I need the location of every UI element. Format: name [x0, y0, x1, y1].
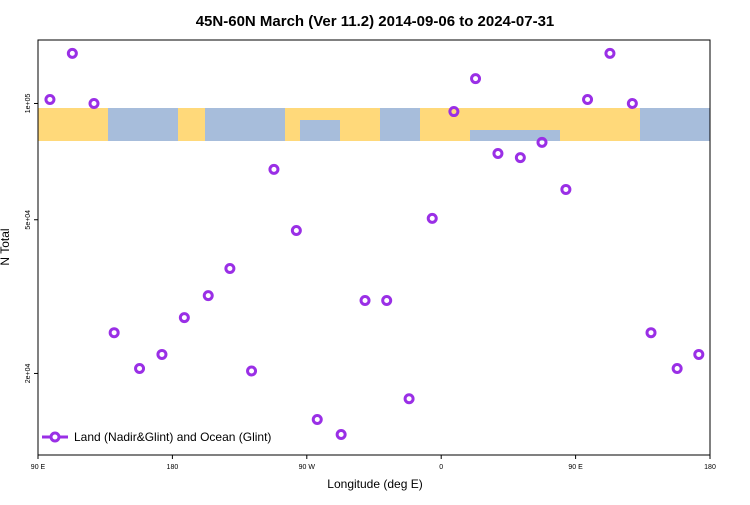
legend-marker — [49, 431, 61, 443]
point — [426, 212, 438, 224]
point — [66, 47, 78, 59]
point — [626, 97, 638, 109]
point — [202, 290, 214, 302]
point — [359, 294, 371, 306]
x-tick-label: 180 — [704, 464, 716, 471]
point — [335, 428, 347, 440]
legend: Land (Nadir&Glint) and Ocean (Glint) — [42, 430, 271, 444]
point — [178, 312, 190, 324]
legend-label: Land (Nadir&Glint) and Ocean (Glint) — [74, 430, 271, 444]
x-tick-label: 90 W — [299, 464, 316, 471]
point — [514, 152, 526, 164]
point — [246, 365, 258, 377]
x-tick-label: 90 E — [31, 464, 46, 471]
point — [645, 327, 657, 339]
x-tick-label: 0 — [439, 464, 443, 471]
plot-frame — [37, 39, 711, 456]
x-axis-label: Longitude (deg E) — [327, 477, 422, 491]
point — [311, 413, 323, 425]
point — [671, 362, 683, 374]
point — [403, 393, 415, 405]
map-strip — [38, 108, 710, 141]
chart-title: 45N-60N March (Ver 11.2) 2014-09-06 to 2… — [196, 13, 555, 30]
point — [536, 136, 548, 148]
point — [492, 148, 504, 160]
point — [693, 348, 705, 360]
y-tick-label: 5e+04 — [25, 210, 32, 230]
point — [134, 362, 146, 374]
point — [156, 348, 168, 360]
point — [108, 327, 120, 339]
y-tick-label: 2e+04 — [25, 364, 32, 384]
x-tick-label: 180 — [167, 464, 179, 471]
point — [290, 224, 302, 236]
point — [268, 163, 280, 175]
y-tick-label: 1e+05 — [25, 94, 32, 114]
point — [582, 94, 594, 106]
point — [604, 47, 616, 59]
point — [224, 262, 236, 274]
point — [470, 73, 482, 85]
point — [88, 97, 100, 109]
point — [44, 94, 56, 106]
point — [448, 106, 460, 118]
x-tick-label: 90 E — [568, 464, 583, 471]
point — [381, 294, 393, 306]
point — [560, 183, 572, 195]
y-axis-label: N Total — [0, 228, 12, 265]
